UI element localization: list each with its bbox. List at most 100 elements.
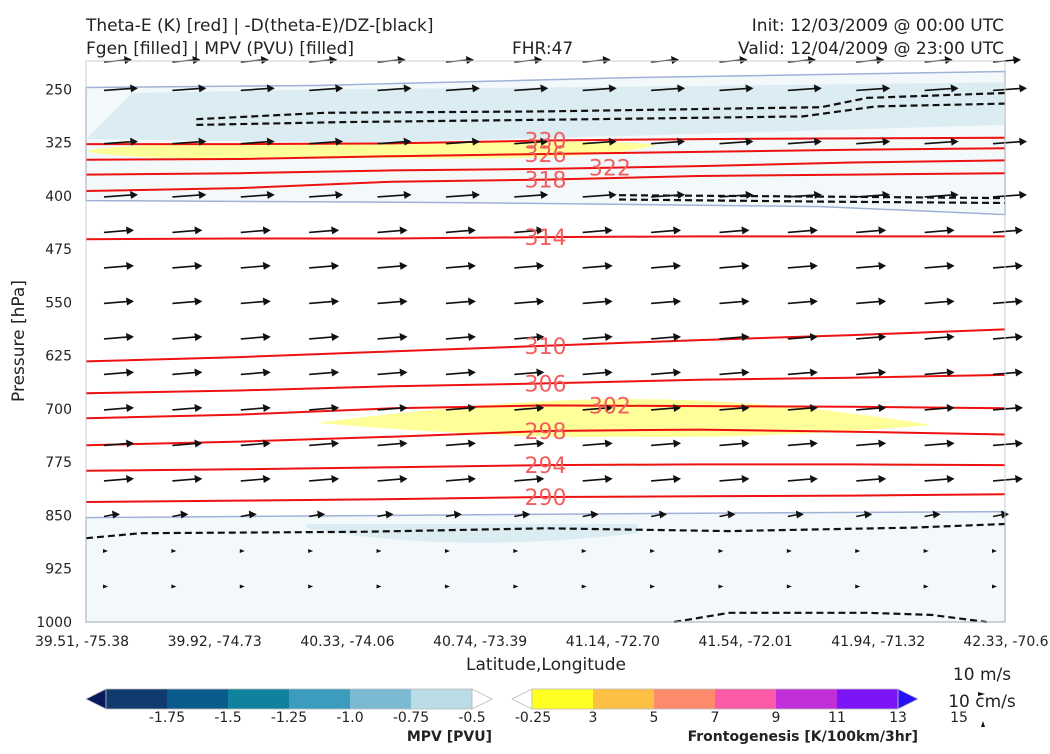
- wind-vector-head: [604, 403, 613, 412]
- wind-vector: [719, 439, 750, 448]
- wind-vector-head: [673, 226, 682, 235]
- wind-vector-head: [103, 548, 108, 553]
- colorbar-segment: [593, 689, 655, 709]
- x-tick-label: 41.54, -72.01: [699, 634, 793, 650]
- wind-vector-shaft: [787, 513, 799, 518]
- wind-vector-head: [467, 332, 476, 341]
- wind-vector-head: [260, 56, 269, 64]
- wind-vector: [992, 84, 1027, 93]
- wind-vector-shaft: [719, 140, 748, 145]
- wind-vector-head: [741, 297, 750, 306]
- wind-vector-shaft: [514, 140, 543, 145]
- wind-vector-shaft: [309, 300, 334, 305]
- wind-vector: [172, 403, 203, 412]
- wind-vector-head: [786, 584, 792, 589]
- y-tick-label: 775: [45, 455, 72, 471]
- wind-vector-shaft: [172, 407, 197, 411]
- wind-vector: [514, 510, 531, 519]
- wind-vector-shaft: [992, 87, 1022, 92]
- wind-vector: [240, 439, 271, 448]
- colorbar-tick-label: -0.75: [393, 710, 429, 726]
- wind-vector-head: [198, 137, 207, 146]
- wind-vector-shaft: [377, 336, 402, 340]
- wind-vector-head: [536, 368, 545, 377]
- wind-vector-shaft: [787, 265, 812, 269]
- wind-vector-head: [946, 439, 955, 448]
- y-tick-label: 550: [45, 295, 72, 311]
- wind-vector-shaft: [514, 87, 543, 92]
- wind-vector: [719, 84, 754, 93]
- wind-vector-shaft: [514, 478, 539, 482]
- wind-vector: [582, 510, 599, 519]
- wind-vector-head: [399, 474, 408, 483]
- theta-e-contour-298: [85, 428, 1006, 447]
- wind-vector: [787, 84, 822, 93]
- wind-vector: [582, 226, 613, 235]
- wind-vector: [719, 368, 750, 377]
- wind-vector-head: [467, 474, 476, 483]
- wind-vector-head: [266, 137, 275, 146]
- wind-vector-shaft: [787, 442, 812, 447]
- wind-vector-head: [534, 56, 543, 64]
- wind-vector-head: [467, 226, 476, 235]
- wind-vector: [172, 297, 203, 306]
- instability-contour-6: [674, 611, 987, 624]
- wind-vector-head: [171, 584, 177, 589]
- wind-vector-shaft: [172, 140, 201, 145]
- wind-vector: [514, 226, 545, 235]
- wind-vector-head: [317, 510, 326, 519]
- wind-vector-shaft: [719, 229, 744, 234]
- wind-vector: [923, 548, 929, 553]
- wind-vector-shaft: [240, 300, 265, 305]
- colorbar-segment: [167, 689, 229, 709]
- wind-vector-shaft: [309, 194, 338, 198]
- wind-vector-head: [540, 84, 549, 93]
- wind-vector-head: [124, 56, 132, 64]
- wind-vector-shaft: [924, 87, 953, 92]
- wind-vector-head: [192, 56, 201, 64]
- wind-vector-head: [946, 261, 955, 270]
- wind-vector-head: [262, 261, 271, 270]
- wind-vector-shaft: [992, 194, 1022, 198]
- wind-vector-head: [946, 226, 955, 235]
- wind-vector-head: [741, 439, 750, 448]
- colorbar-tick-label: 7: [711, 710, 720, 726]
- wind-vector-shaft: [856, 371, 881, 376]
- wind-vector: [309, 84, 344, 93]
- colorbar-segment: [532, 689, 594, 709]
- x-tick-label: 39.51, -75.38: [35, 634, 129, 650]
- wind-vector: [719, 403, 750, 412]
- instability-contour-4: [618, 198, 1006, 205]
- wind-vector: [172, 84, 207, 93]
- wind-vector-shaft: [240, 265, 265, 269]
- colorbar-tick-label: 15: [950, 710, 968, 726]
- wind-vector: [582, 84, 617, 93]
- wind-vector: [103, 474, 134, 483]
- init-time: Init: 12/03/2009 @ 00:00 UTC: [752, 16, 1004, 36]
- wind-vector-shaft: [719, 300, 744, 305]
- wind-vector: [514, 332, 545, 341]
- wind-vector: [992, 190, 1027, 199]
- wind-vector: [719, 261, 750, 270]
- wind-vector: [651, 261, 682, 270]
- wind-vector-head: [540, 137, 549, 146]
- wind-vector-head: [112, 510, 120, 519]
- wind-vector: [787, 137, 822, 146]
- wind-vector: [719, 332, 750, 341]
- wind-vector-head: [864, 510, 873, 519]
- wind-vector-shaft: [514, 513, 525, 518]
- wind-vector: [377, 261, 408, 270]
- wind-vector-head: [673, 403, 682, 412]
- wind-vector-shaft: [719, 265, 744, 269]
- wind-vector-shaft: [924, 407, 949, 411]
- colorbar-tick-label: 9: [772, 710, 781, 726]
- wind-vector: [377, 190, 412, 199]
- wind-vector: [240, 368, 271, 377]
- wind-vector-head: [946, 474, 955, 483]
- wind-vector-head: [399, 297, 408, 306]
- colorbar-outline: [531, 688, 899, 710]
- colorbar-segment: [228, 689, 290, 709]
- wind-vector: [992, 548, 997, 553]
- wind-vector-head: [809, 368, 818, 377]
- wind-vector-shaft: [582, 229, 607, 234]
